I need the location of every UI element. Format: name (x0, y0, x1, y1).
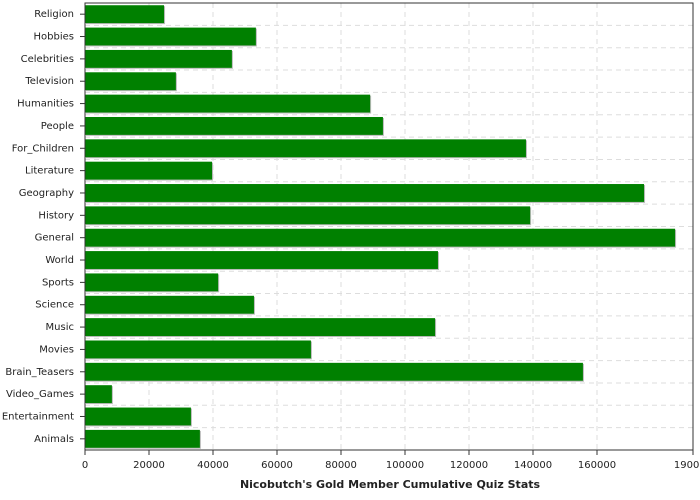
bar (85, 318, 436, 337)
x-tick-label: 60000 (261, 460, 293, 471)
y-tick-label: Literature (25, 166, 74, 177)
bar (85, 72, 176, 91)
x-tick-label: 100000 (386, 460, 424, 471)
y-tick-label: Brain_Teasers (5, 367, 74, 378)
bar (85, 206, 531, 225)
x-tick-label: 20000 (133, 460, 165, 471)
y-tick-label: History (38, 210, 74, 221)
bar (85, 429, 200, 448)
bar (85, 116, 383, 135)
y-tick-label: Humanities (17, 99, 74, 110)
y-tick-label: Animals (34, 434, 74, 445)
y-tick-label: Sports (42, 277, 74, 288)
y-tick-label: World (45, 255, 74, 266)
bar (85, 139, 526, 158)
bar (85, 340, 311, 359)
y-tick-label: Music (46, 322, 74, 333)
x-tick-label: 80000 (325, 460, 357, 471)
x-tick-label: 190000 (674, 460, 700, 471)
y-tick-label: Hobbies (34, 32, 74, 43)
bar (85, 273, 219, 292)
y-tick-label: Geography (19, 188, 74, 199)
bar (85, 362, 583, 381)
y-tick-label: Celebrities (21, 54, 74, 65)
bar (85, 184, 645, 202)
bar (85, 295, 254, 314)
y-tick-label: Television (24, 76, 74, 87)
x-tick-label: 160000 (578, 460, 616, 471)
y-tick-label: People (41, 121, 74, 132)
y-tick-label: Movies (39, 344, 74, 355)
y-tick-label: For_Children (12, 143, 74, 154)
y-tick-label: Science (35, 300, 74, 311)
bar (85, 161, 213, 180)
bar (85, 27, 256, 46)
bar (85, 94, 371, 113)
bar (85, 407, 191, 426)
bar (85, 5, 165, 24)
x-tick-label: 0 (82, 460, 88, 471)
bar (85, 385, 112, 404)
x-tick-label: 120000 (450, 460, 488, 471)
bar (85, 251, 438, 269)
y-tick-label: General (35, 233, 74, 244)
bar (85, 228, 676, 247)
bar (85, 49, 232, 68)
y-tick-label: Religion (34, 9, 74, 20)
y-tick-label: Entertainment (2, 411, 74, 422)
chart-title: Nicobutch's Gold Member Cumulative Quiz … (240, 478, 541, 491)
x-tick-label: 140000 (514, 460, 552, 471)
y-tick-label: Video_Games (6, 389, 74, 400)
plot-border (84, 2, 694, 451)
x-tick-label: 40000 (197, 460, 229, 471)
